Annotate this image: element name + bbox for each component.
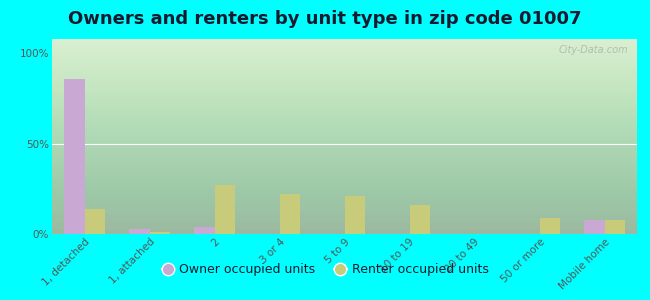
Bar [214, 185, 235, 234]
Bar [604, 220, 625, 234]
Bar [150, 232, 170, 234]
Bar [64, 79, 84, 234]
Bar [129, 229, 150, 234]
Bar [540, 218, 560, 234]
Bar [410, 205, 430, 234]
Text: City-Data.com: City-Data.com [558, 45, 628, 55]
Bar [84, 209, 105, 234]
Bar [194, 227, 214, 234]
Bar [280, 194, 300, 234]
Legend: Owner occupied units, Renter occupied units: Owner occupied units, Renter occupied un… [157, 259, 493, 281]
Bar [584, 220, 605, 234]
Bar [344, 196, 365, 234]
Text: Owners and renters by unit type in zip code 01007: Owners and renters by unit type in zip c… [68, 11, 582, 28]
